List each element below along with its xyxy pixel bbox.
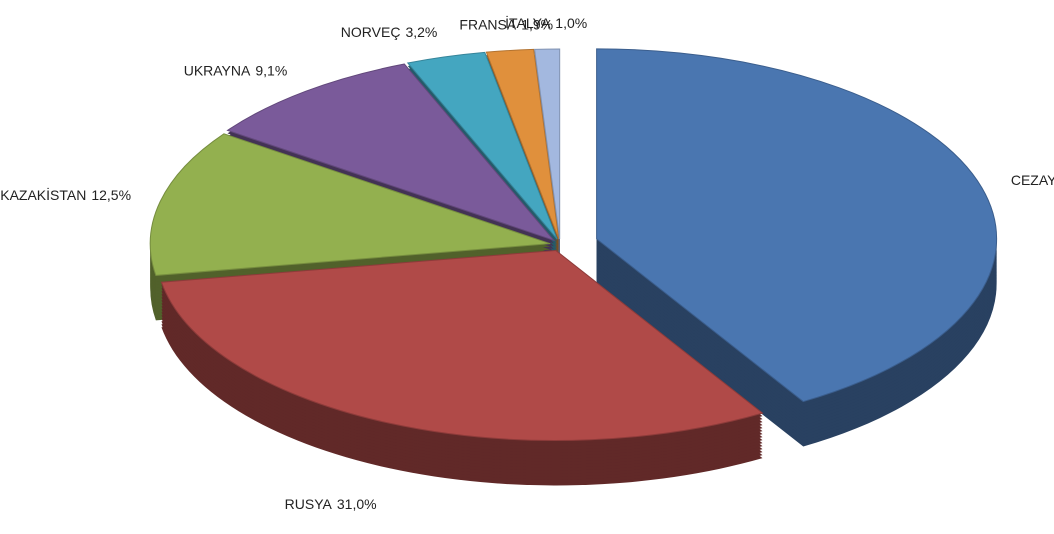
category-name: NORVEÇ	[341, 23, 401, 39]
category-name: FRANSA	[459, 16, 516, 32]
slice-label: İTALYA 1,0%	[505, 14, 587, 31]
slice	[226, 63, 556, 242]
slice-label: FRANSA 1,9%	[459, 16, 553, 32]
slice	[596, 48, 998, 403]
slice	[485, 48, 560, 240]
value-label: 1,9%	[521, 16, 553, 32]
slice-label: RUSYA 31,0%	[285, 496, 377, 512]
value-label: 3,2%	[405, 23, 437, 39]
value-label: 12,5%	[91, 187, 131, 203]
category-name: İTALYA	[505, 14, 551, 31]
category-name: RUSYA	[285, 496, 333, 512]
category-name: KAZAKİSTAN	[0, 186, 86, 203]
slice	[534, 48, 561, 240]
slice-label: NORVEÇ 3,2%	[341, 23, 438, 39]
value-label: 1,0%	[555, 15, 587, 31]
slice-label: UKRAYNA 9,1%	[184, 62, 288, 78]
value-label: 31,0%	[337, 496, 377, 512]
slice	[406, 51, 558, 240]
slice	[149, 133, 551, 276]
slice	[160, 249, 764, 441]
slice-label: CEZAYİR41,4%	[1011, 171, 1054, 188]
category-name: UKRAYNA	[184, 62, 251, 78]
slice-label: KAZAKİSTAN 12,5%	[0, 186, 131, 203]
category-name: CEZAYİR	[1011, 171, 1054, 188]
value-label: 9,1%	[255, 62, 287, 78]
